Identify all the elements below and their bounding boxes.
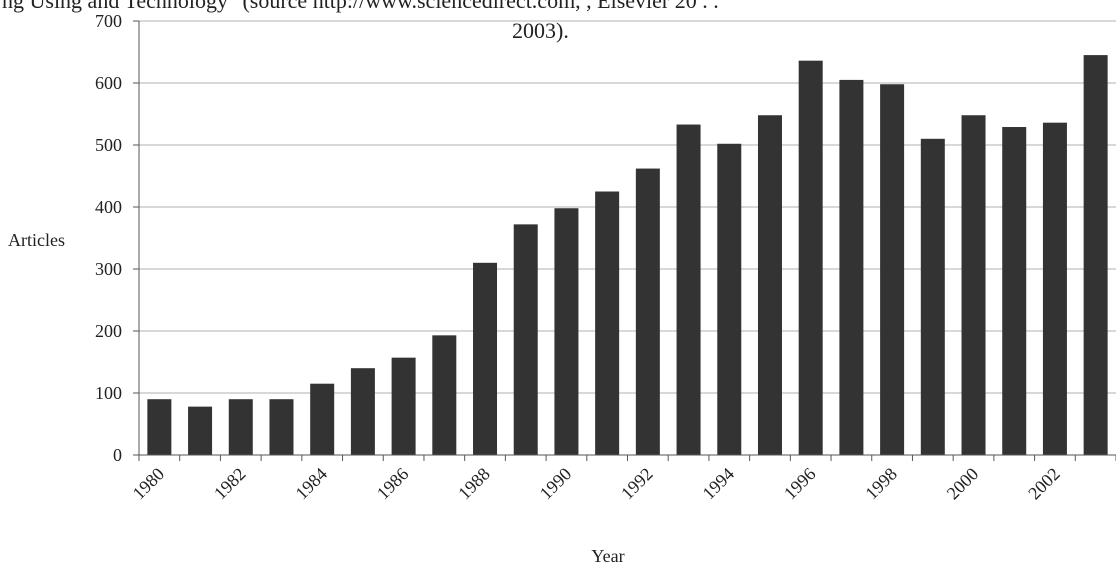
bar-1992 [635,168,660,455]
x-axis-label: Year [591,546,624,566]
bar-1987 [432,335,457,455]
y-tick-labels: 0 100 200 300 400 500 600 700 [95,11,122,465]
bar-1988 [473,262,498,455]
y-tick-label: 600 [95,73,122,93]
bar-2002 [1042,122,1067,456]
bar-1993 [676,124,701,455]
bar-2000 [961,115,986,456]
x-tick-label: 1988 [454,464,494,504]
y-tick-label: 0 [113,445,122,465]
bar-2001 [1002,127,1027,456]
x-tick-label: 1982 [210,464,250,504]
bar-1982 [228,399,253,455]
bar-1986 [391,357,416,455]
y-tick-label: 200 [95,321,122,341]
x-tick-label: 1992 [617,464,657,504]
y-tick-label: 400 [95,197,122,217]
x-tick-label: 1998 [861,464,901,504]
y-tick-label: 500 [95,135,122,155]
bar-1990 [554,208,579,455]
x-tick-label: 2002 [1024,464,1064,504]
bar-1984 [310,383,335,455]
caption-line-1: ng Using and Technology" (source http://… [2,0,719,13]
bar-1999 [920,138,945,456]
bar-1997 [839,79,864,456]
gridlines [139,20,1116,394]
caption-line-2: 2003). [512,18,569,43]
x-tick-label: 1980 [129,464,169,504]
bar-1983 [269,399,294,455]
axes [133,20,1116,461]
x-tick-label: 1996 [780,464,820,504]
x-tick-label: 2000 [943,464,983,504]
bar-series [147,55,1108,456]
bar-1985 [350,368,375,455]
x-tick-labels: 1980 1982 1984 1986 1988 1990 1992 1994 1996 1998… [129,464,1064,504]
x-tick-label: 1990 [536,464,576,504]
bar-1989 [513,224,538,455]
y-tick-label: 100 [95,383,122,403]
bar-1991 [595,191,620,455]
bar-1980 [147,399,172,455]
x-tick-label: 1984 [291,464,331,504]
bar-1981 [188,406,213,455]
bar-2003 [1083,55,1108,455]
bar-1995 [757,115,782,456]
bar-1996 [798,60,823,456]
x-tick-label: 1986 [373,464,413,504]
bar-1998 [880,84,905,456]
y-axis-label: Articles [8,230,65,250]
y-tick-label: 700 [95,11,122,31]
x-tick-label: 1994 [699,464,739,504]
bar-1994 [717,143,742,455]
y-tick-label: 300 [95,259,122,279]
